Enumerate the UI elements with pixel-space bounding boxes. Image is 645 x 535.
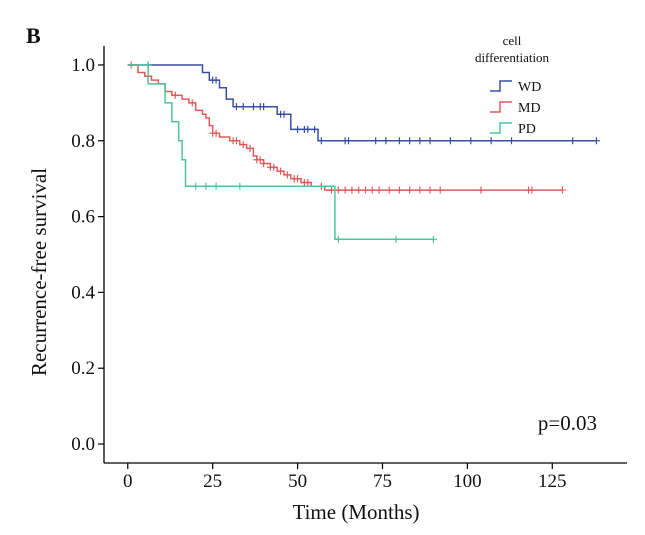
x-tick-label: 50 [288,471,307,492]
legend-title-line-2: differentiation [475,50,550,65]
censor-mark-pd [192,182,200,190]
censor-mark-pd [334,235,342,243]
censor-mark-md [260,160,268,168]
censor-mark-md [283,171,291,179]
censor-mark-wd [426,137,434,145]
censor-mark-md [232,137,240,145]
censor-mark-pd [392,235,400,243]
y-tick-label: 0.6 [71,207,95,228]
censor-mark-md [558,186,566,194]
censor-mark-pd [202,182,210,190]
series-pd [127,61,437,243]
censor-mark-md [294,175,302,183]
censor-mark-wd [446,137,454,145]
legend-items: WD MD PD [490,80,541,137]
y-tick-label: 1.0 [71,55,95,76]
censor-mark-md [334,186,342,194]
y-tick-label: 0.8 [71,131,95,152]
censor-mark-md [341,186,349,194]
censor-mark-md [212,129,220,137]
series-line-pd [127,64,434,241]
censor-mark-md [171,91,179,99]
legend-title-line-1: cell [503,33,522,48]
censor-mark-wd [212,76,220,84]
axes: 0 25 50 75 100 125 0.0 0.2 0.4 0.6 0.8 1.0 [71,46,627,492]
censor-mark-md [256,156,264,164]
censor-mark-wd [232,103,240,111]
censor-mark-pd [236,182,244,190]
censor-mark-wd [395,137,403,145]
y-tick-label: 0.4 [71,282,95,303]
censor-mark-md [436,186,444,194]
series-wd [127,61,600,145]
censor-mark-wd [294,125,302,133]
censor-mark-md [426,186,434,194]
censor-mark-wd [508,137,516,145]
x-tick-label: 25 [203,471,222,492]
legend-swatch-pd [490,122,512,134]
censor-mark-wd [280,110,288,118]
y-axis-label: Recurrence-free survival [27,168,51,376]
censor-mark-md [355,186,363,194]
legend-swatch-wd [490,80,512,92]
censor-mark-md [385,186,393,194]
legend-label-md: MD [518,101,541,116]
censor-mark-md [375,186,383,194]
censor-mark-wd [569,137,577,145]
censor-mark-wd [382,137,390,145]
censor-mark-md [277,167,285,175]
censor-mark-md [188,99,196,107]
censor-mark-wd [372,137,380,145]
series-line-md [127,64,563,191]
y-ticks: 0.0 0.2 0.4 0.6 0.8 1.0 [71,55,104,455]
censor-mark-md [304,178,312,186]
censor-mark-wd [592,137,600,145]
legend-label-wd: WD [518,80,541,95]
censor-mark-md [270,163,278,171]
x-tick-label: 75 [373,471,392,492]
censor-mark-wd [311,125,319,133]
y-tick-label: 0.0 [71,434,95,455]
censor-mark-pd [212,182,220,190]
censor-mark-md [416,186,424,194]
censor-mark-md [528,186,536,194]
censor-mark-md [348,186,356,194]
x-tick-label: 100 [453,471,482,492]
censor-mark-wd [304,125,312,133]
panel-letter: B [26,23,41,48]
censor-mark-md [246,144,254,152]
legend: cell differentiation WD MD PD [475,33,550,137]
censor-mark-wd [239,103,247,111]
censor-mark-wd [416,137,424,145]
censor-mark-wd [406,137,414,145]
censor-mark-md [239,141,247,149]
x-ticks: 0 25 50 75 100 125 [123,463,567,492]
x-axis-label: Time (Months) [293,500,420,524]
censor-mark-md [395,186,403,194]
legend-label-pd: PD [518,122,536,137]
y-tick-label: 0.2 [71,358,95,379]
legend-swatch-md [490,101,512,113]
censor-mark-pd [144,61,152,69]
censor-mark-md [362,186,369,194]
censor-mark-md [368,186,376,194]
censor-mark-pd [429,235,437,243]
censor-mark-md [406,186,414,194]
series-layer [127,61,600,243]
censor-mark-wd [345,137,353,145]
censor-mark-wd [487,137,495,145]
censor-mark-wd [317,137,325,145]
censor-mark-md [328,186,336,194]
censor-mark-md [477,186,485,194]
x-tick-label: 125 [538,471,567,492]
censor-mark-wd [467,137,475,145]
x-tick-label: 0 [123,471,133,492]
p-value-annotation: p=0.03 [538,411,597,435]
censor-mark-wd [260,103,268,111]
censor-mark-wd [249,103,257,111]
